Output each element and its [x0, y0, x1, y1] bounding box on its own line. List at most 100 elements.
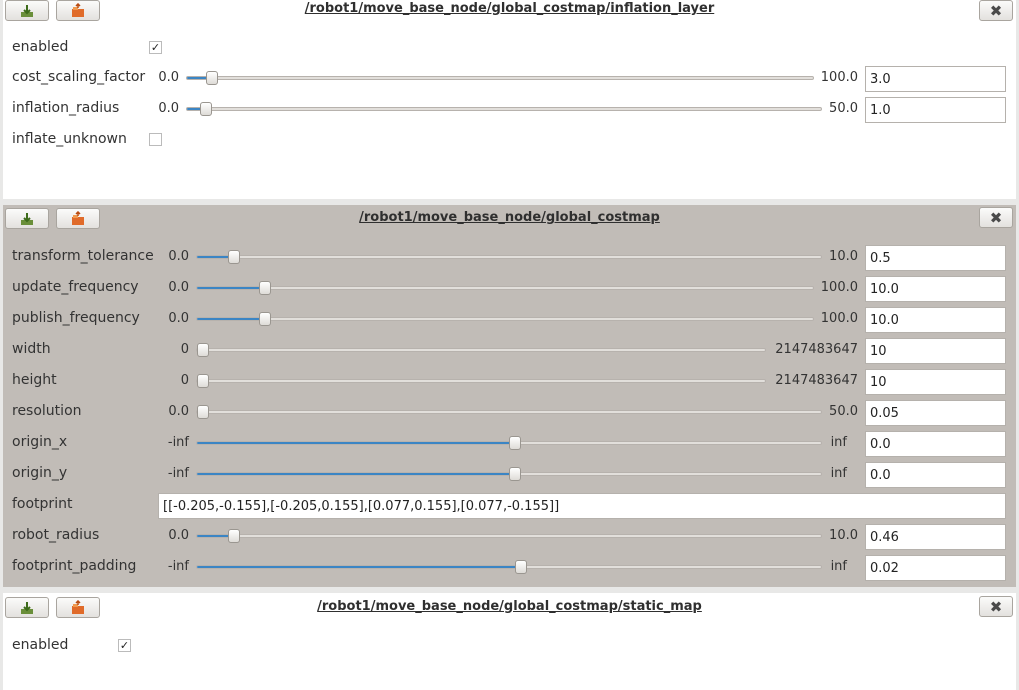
- load-icon: [72, 210, 84, 225]
- cost-scaling-factor-slider[interactable]: [186, 71, 814, 85]
- param-label: footprint_padding: [12, 558, 137, 574]
- slider-handle[interactable]: [515, 560, 528, 574]
- param-resolution: resolution 0.0 50.0: [3, 400, 1016, 426]
- inflation-radius-input[interactable]: [865, 97, 1006, 123]
- save-config-button[interactable]: [5, 0, 49, 21]
- enabled-checkbox[interactable]: ✓: [149, 41, 162, 54]
- load-config-button[interactable]: [56, 597, 100, 618]
- slider-max: 2147483647: [775, 342, 858, 357]
- slider-handle[interactable]: [258, 312, 271, 326]
- slider-min: -inf: [167, 559, 189, 574]
- save-icon: [21, 212, 33, 225]
- param-label: robot_radius: [12, 527, 100, 543]
- slider-min: 0.0: [168, 404, 189, 419]
- footprint-input[interactable]: [158, 493, 1006, 519]
- slider-handle[interactable]: [258, 281, 271, 295]
- save-config-button[interactable]: [5, 208, 49, 229]
- slider-handle[interactable]: [509, 436, 521, 450]
- slider-min: 0.0: [158, 101, 179, 116]
- slider-handle[interactable]: [228, 250, 241, 264]
- param-update-frequency: update_frequency 0.0 100.0: [3, 276, 1016, 302]
- global-costmap-panel: /robot1/move_base_node/global_costmap ✖ …: [3, 205, 1016, 587]
- load-config-button[interactable]: [56, 0, 100, 21]
- load-config-button[interactable]: [56, 208, 100, 229]
- slider-handle[interactable]: [205, 71, 218, 85]
- slider-min: 0.0: [158, 70, 179, 85]
- param-origin-x: origin_x -inf inf: [3, 431, 1016, 457]
- origin-y-input[interactable]: [865, 462, 1006, 488]
- slider-max: 10.0: [829, 528, 858, 543]
- load-icon: [72, 599, 84, 614]
- footprint-padding-input[interactable]: [865, 555, 1006, 581]
- slider-handle[interactable]: [199, 102, 212, 116]
- slider-min: -inf: [167, 435, 189, 450]
- param-origin-y: origin_y -inf inf: [3, 462, 1016, 488]
- param-label: transform_tolerance: [12, 248, 154, 264]
- param-label: enabled: [12, 39, 69, 55]
- slider-min: -inf: [167, 466, 189, 481]
- param-footprint: footprint: [3, 493, 1016, 519]
- origin-x-input[interactable]: [865, 431, 1006, 457]
- slider-fill: [197, 318, 265, 320]
- save-icon: [21, 4, 33, 17]
- slider-handle[interactable]: [197, 374, 209, 388]
- panel-title: /robot1/move_base_node/global_costmap: [359, 210, 660, 225]
- transform-tolerance-slider[interactable]: [196, 250, 822, 264]
- height-slider[interactable]: [196, 374, 766, 388]
- update-frequency-input[interactable]: [865, 276, 1006, 302]
- footprint-padding-slider[interactable]: [196, 560, 822, 574]
- slider-fill: [197, 256, 235, 258]
- param-label: resolution: [12, 403, 82, 419]
- width-slider[interactable]: [196, 343, 766, 357]
- publish-frequency-input[interactable]: [865, 307, 1006, 333]
- slider-fill: [197, 287, 265, 289]
- slider-handle[interactable]: [197, 405, 209, 419]
- param-label: origin_y: [12, 465, 68, 481]
- slider-min: 0.0: [168, 249, 189, 264]
- update-frequency-slider[interactable]: [196, 281, 814, 295]
- close-icon[interactable]: ✖: [979, 207, 1013, 228]
- resolution-slider[interactable]: [196, 405, 822, 419]
- slider-max: inf: [830, 435, 847, 450]
- slider-max: 50.0: [829, 404, 858, 419]
- robot-radius-slider[interactable]: [196, 529, 822, 543]
- param-height: height 0 2147483647: [3, 369, 1016, 395]
- param-label: footprint: [12, 496, 73, 512]
- origin-y-slider[interactable]: [196, 467, 822, 481]
- close-icon[interactable]: ✖: [979, 0, 1013, 21]
- param-inflate-unknown: inflate_unknown: [3, 128, 1016, 152]
- param-robot-radius: robot_radius 0.0 10.0: [3, 524, 1016, 550]
- slider-fill: [187, 77, 212, 79]
- slider-handle[interactable]: [197, 343, 209, 357]
- slider-handle[interactable]: [509, 467, 521, 481]
- robot-radius-input[interactable]: [865, 524, 1006, 550]
- slider-max: 10.0: [829, 249, 858, 264]
- param-cost-scaling-factor: cost_scaling_factor 0.0 100.0: [3, 66, 1016, 92]
- close-icon[interactable]: ✖: [979, 596, 1013, 617]
- publish-frequency-slider[interactable]: [196, 312, 814, 326]
- resolution-input[interactable]: [865, 400, 1006, 426]
- slider-fill: [187, 108, 206, 110]
- origin-x-slider[interactable]: [196, 436, 822, 450]
- slider-max: 2147483647: [775, 373, 858, 388]
- slider-fill: [197, 473, 515, 475]
- width-input[interactable]: [865, 338, 1006, 364]
- slider-fill: [197, 566, 522, 568]
- param-width: width 0 2147483647: [3, 338, 1016, 364]
- slider-max: inf: [830, 466, 847, 481]
- transform-tolerance-input[interactable]: [865, 245, 1006, 271]
- save-config-button[interactable]: [5, 597, 49, 618]
- inflation-layer-panel: /robot1/move_base_node/global_costmap/in…: [3, 0, 1016, 199]
- enabled-checkbox[interactable]: ✓: [118, 639, 131, 652]
- inflate-unknown-checkbox[interactable]: [149, 133, 162, 146]
- static-map-panel: /robot1/move_base_node/global_costmap/st…: [3, 593, 1016, 690]
- param-label: update_frequency: [12, 279, 139, 295]
- param-transform-tolerance: transform_tolerance 0.0 10.0: [3, 245, 1016, 271]
- load-icon: [72, 2, 84, 17]
- param-label: height: [12, 372, 57, 388]
- cost-scaling-factor-input[interactable]: [865, 66, 1006, 92]
- height-input[interactable]: [865, 369, 1006, 395]
- inflation-radius-slider[interactable]: [186, 102, 822, 116]
- panel-title: /robot1/move_base_node/global_costmap/in…: [304, 1, 715, 16]
- slider-handle[interactable]: [228, 529, 241, 543]
